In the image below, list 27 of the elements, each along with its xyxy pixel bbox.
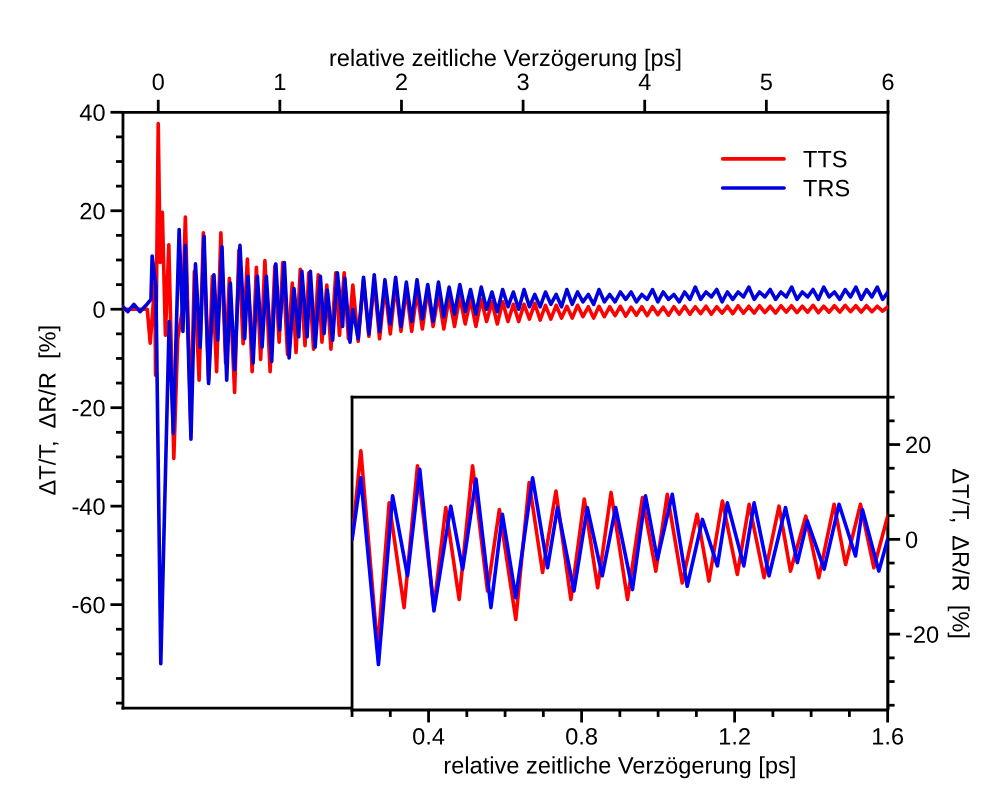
x-axis-title: relative zeitliche Verzögerung [ps] xyxy=(444,756,795,779)
legend-label: TRS xyxy=(803,179,850,197)
y2-tick-label: 0 xyxy=(905,531,918,549)
x-tick-label: 5 xyxy=(760,73,772,91)
y2-tick-label: -20 xyxy=(906,626,939,643)
x-tick-label: 6 xyxy=(882,73,894,91)
x-tick-label: 1 xyxy=(275,73,286,91)
x-tick-label: 2 xyxy=(396,73,407,91)
y-tick-label: 40 xyxy=(79,104,105,122)
line-series xyxy=(352,467,888,667)
y-tick-label: -60 xyxy=(72,596,105,614)
x-tick-label: 1.2 xyxy=(720,727,750,745)
y-tick-label: -40 xyxy=(72,498,105,515)
y-axis-title: ΔT/T, ΔR/R [%] xyxy=(38,326,61,495)
x-tick-label: 0.4 xyxy=(413,727,445,745)
legend-label: TTS xyxy=(803,150,847,168)
x-tick-label: 4 xyxy=(638,73,651,91)
x-tick-label: 1.6 xyxy=(873,727,904,745)
x-tick-label: 0.8 xyxy=(566,727,597,745)
y-tick-label: -20 xyxy=(72,399,105,417)
x-tick-label: 3 xyxy=(517,73,529,91)
y2-tick-label: 20 xyxy=(906,436,931,454)
x-axis-title: relative zeitliche Verzögerung [ps] xyxy=(330,48,681,71)
x-tick-label: 0 xyxy=(152,73,164,91)
y2-axis-title: ΔT/T, ΔR/R [%] xyxy=(947,468,970,638)
y-tick-label: 20 xyxy=(80,202,105,220)
y-tick-label: 0 xyxy=(93,301,105,319)
